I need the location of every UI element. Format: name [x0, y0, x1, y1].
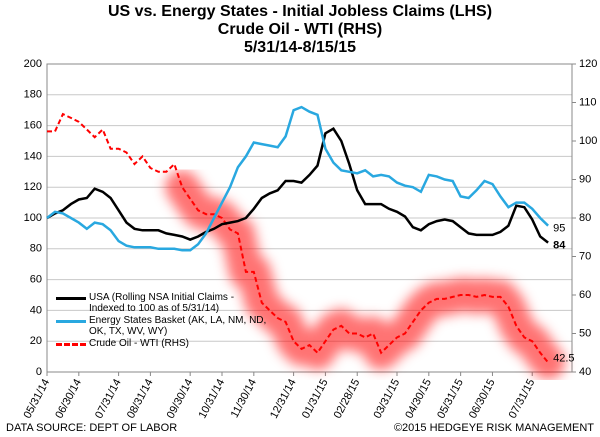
legend-label: Energy States Basket (AK, LA, NM, ND, OK… — [89, 315, 267, 337]
y2-tick-label: 70 — [579, 250, 591, 262]
x-tick-label: 09/30/14 — [165, 377, 196, 420]
y-tick-label: 120 — [24, 181, 42, 193]
y-tick-label: 200 — [24, 58, 42, 70]
x-tick-label: 05/31/14 — [22, 377, 53, 420]
y2-tick-label: 110 — [579, 96, 597, 108]
legend-key — [56, 315, 86, 326]
x-tick-label: 12/31/14 — [268, 377, 299, 420]
y2-tick-label: 100 — [579, 135, 597, 147]
x-tick-label: 10/31/14 — [197, 377, 228, 420]
y-tick-label: 20 — [30, 335, 42, 347]
chart-title: Crude Oil - WTI (RHS) — [218, 21, 382, 38]
x-tick-label: 08/31/14 — [125, 377, 156, 420]
legend-label: USA (Rolling NSA Initial Claims - Indexe… — [89, 292, 235, 314]
y-tick-label: 40 — [30, 304, 42, 316]
legend-key — [56, 338, 86, 349]
x-tick-label: 06/30/14 — [53, 377, 84, 420]
x-tick-label: 02/28/15 — [332, 377, 363, 420]
y-tick-label: 180 — [24, 89, 42, 101]
y2-tick-label: 40 — [579, 366, 591, 378]
y-tick-label: 0 — [36, 366, 42, 378]
y-tick-label: 160 — [24, 120, 42, 132]
legend-key — [56, 292, 86, 303]
y2-tick-label: 120 — [579, 58, 597, 70]
source: DATA SOURCE: DEPT OF LABOR — [6, 422, 178, 434]
x-tick-label: 04/30/15 — [403, 377, 434, 420]
value-label: 84 — [553, 240, 566, 252]
legend-label: Crude Oil - WTI (RHS) — [89, 338, 189, 349]
series-line — [47, 112, 549, 364]
chart-title: US vs. Energy States - Initial Jobless C… — [108, 3, 492, 20]
x-tick-label: 11/30/14 — [229, 377, 259, 420]
y-tick-label: 100 — [24, 212, 42, 224]
legend-item: USA (Rolling NSA Initial Claims - Indexe… — [56, 292, 266, 314]
copyright: ©2015 HEDGEYE RISK MANAGEMENT — [393, 422, 594, 434]
y-tick-label: 80 — [30, 243, 42, 255]
y-tick-label: 140 — [24, 150, 42, 162]
x-tick-label: 07/31/14 — [93, 377, 124, 420]
legend: USA (Rolling NSA Initial Claims - Indexe… — [56, 292, 266, 350]
legend-item: Crude Oil - WTI (RHS) — [56, 338, 266, 349]
y-tick-label: 60 — [30, 274, 42, 286]
x-tick-label: 05/31/15 — [435, 377, 466, 420]
x-tick-label: 01/31/15 — [300, 377, 331, 420]
series-line — [46, 105, 549, 252]
legend-item: Energy States Basket (AK, LA, NM, ND, OK… — [56, 315, 266, 337]
y2-tick-label: 90 — [579, 173, 591, 185]
value-label: 42.5 — [553, 352, 574, 364]
chart-title: 5/31/14-8/15/15 — [244, 39, 356, 56]
y2-tick-label: 80 — [579, 212, 591, 224]
value-label: 95 — [553, 223, 565, 235]
y2-tick-label: 50 — [579, 327, 591, 339]
y2-tick-label: 60 — [579, 289, 591, 301]
x-tick-label: 07/31/15 — [507, 377, 538, 420]
highlight — [165, 170, 566, 380]
x-tick-label: 03/31/15 — [372, 377, 403, 420]
x-tick-label: 06/30/15 — [467, 377, 498, 420]
series-line — [46, 127, 549, 244]
